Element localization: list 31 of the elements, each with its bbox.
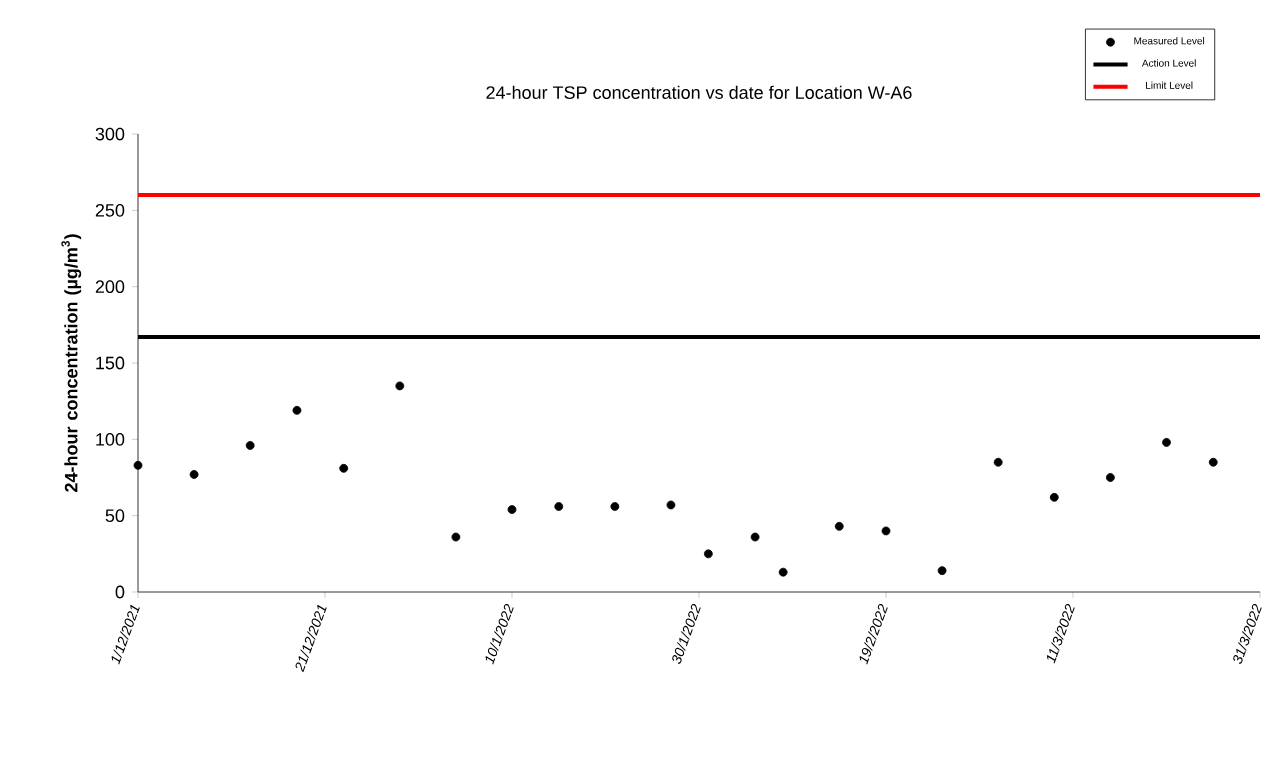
point <box>245 441 255 450</box>
y-tick-label: 100 <box>96 432 125 446</box>
y-tick-label: 0 <box>115 585 125 599</box>
point <box>703 549 713 559</box>
point <box>610 502 620 511</box>
point <box>937 566 947 576</box>
point <box>881 526 891 536</box>
point <box>750 532 760 542</box>
y-tick-label: 150 <box>96 356 125 370</box>
point <box>1208 457 1218 467</box>
point <box>1106 473 1115 482</box>
point <box>834 521 844 531</box>
point <box>1049 492 1059 502</box>
y-axis-title: 24-hour concentration (µg/m$^{3}$) <box>61 234 82 492</box>
point <box>778 567 788 577</box>
y-tick-label: 200 <box>95 280 125 294</box>
point <box>189 470 199 479</box>
point <box>395 381 405 391</box>
point <box>993 457 1003 467</box>
point <box>451 532 461 542</box>
point <box>292 405 302 415</box>
chart-title: 24-hour TSP concentration vs date for Location W-A6 <box>486 85 912 99</box>
point <box>507 505 517 514</box>
point <box>666 500 676 510</box>
point <box>1162 437 1171 447</box>
point <box>339 463 349 473</box>
y-tick-label: 250 <box>95 203 125 217</box>
point <box>133 460 143 470</box>
y-tick-label: 300 <box>95 127 125 141</box>
y-tick-label: 50 <box>105 509 125 523</box>
point <box>554 502 564 511</box>
